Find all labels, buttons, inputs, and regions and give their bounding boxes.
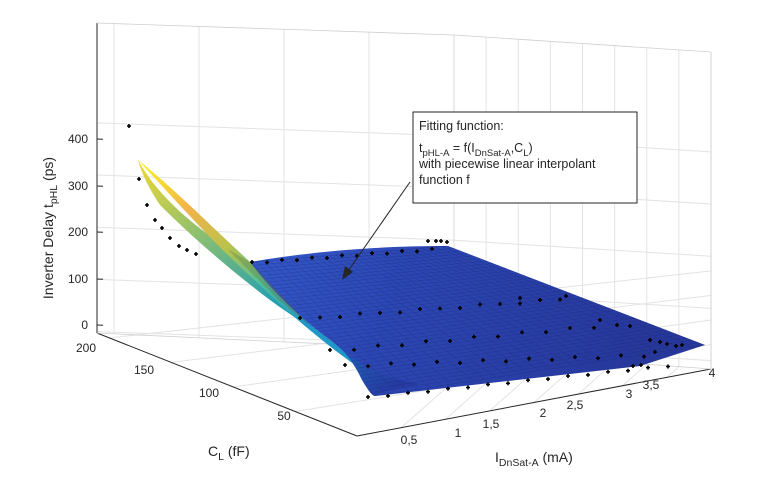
annotation-end: ) xyxy=(528,141,532,155)
y-tick-label: 150 xyxy=(134,363,154,377)
axis-edge xyxy=(97,333,357,436)
y-axis-label: CL (fF) xyxy=(208,443,250,463)
z-axis-label: Inverter Delay tpHL (ps) xyxy=(40,157,60,299)
x-axis-label-unit: (mA) xyxy=(539,449,573,465)
y-tick-label: 100 xyxy=(199,386,219,400)
y-axis-label-main: C xyxy=(208,443,218,459)
data-marker xyxy=(506,381,510,385)
z-axis-label-unit: (ps) xyxy=(40,157,56,185)
annotation-mid: ,C xyxy=(511,141,524,155)
annotation-line-3: with piecewise linear interpolant xyxy=(418,157,596,171)
x-tick-label: 3 xyxy=(626,387,633,401)
y-tick-label: 50 xyxy=(277,409,291,423)
z-tick-label: 300 xyxy=(68,179,88,193)
annotation-box: Fitting function: tpHL-A = f(IDnSat-A,CL… xyxy=(413,112,637,203)
data-marker xyxy=(466,386,470,390)
annotation-line-4: function f xyxy=(419,173,470,187)
annotation-eq: = f(I xyxy=(449,141,474,155)
data-marker xyxy=(343,363,347,367)
data-marker xyxy=(366,395,370,399)
annotation-line-1: Fitting function: xyxy=(419,119,504,133)
x-tick-label: 3,5 xyxy=(643,378,660,392)
data-marker xyxy=(606,370,610,374)
data-marker xyxy=(546,377,550,381)
x-tick-label: 2,5 xyxy=(567,398,584,412)
x-tick-label: 1,5 xyxy=(483,417,500,431)
data-marker xyxy=(646,366,650,370)
x-tick-label: 4 xyxy=(709,366,716,380)
z-axis-label-sub: pHL xyxy=(48,185,60,204)
data-marker xyxy=(626,369,630,373)
z-tick-label: 200 xyxy=(68,225,88,239)
data-marker xyxy=(586,373,590,377)
y-axis-label-unit: (fF) xyxy=(224,443,250,459)
x-tick-label: 0,5 xyxy=(401,433,418,447)
x-tick-label: 1 xyxy=(455,426,462,440)
x-axis-label: IDnSat-A (mA) xyxy=(495,449,573,469)
z-tick-label: 0 xyxy=(81,318,88,332)
x-axis-label-sub: DnSat-A xyxy=(499,457,539,469)
z-axis-label-main: Inverter Delay t xyxy=(40,204,56,299)
data-marker xyxy=(566,374,570,378)
z-tick-label: 100 xyxy=(68,272,88,286)
y-tick-label: 200 xyxy=(76,341,96,355)
x-tick-label: 2 xyxy=(540,406,547,420)
data-marker xyxy=(328,348,332,352)
z-tick-label: 400 xyxy=(68,132,88,146)
